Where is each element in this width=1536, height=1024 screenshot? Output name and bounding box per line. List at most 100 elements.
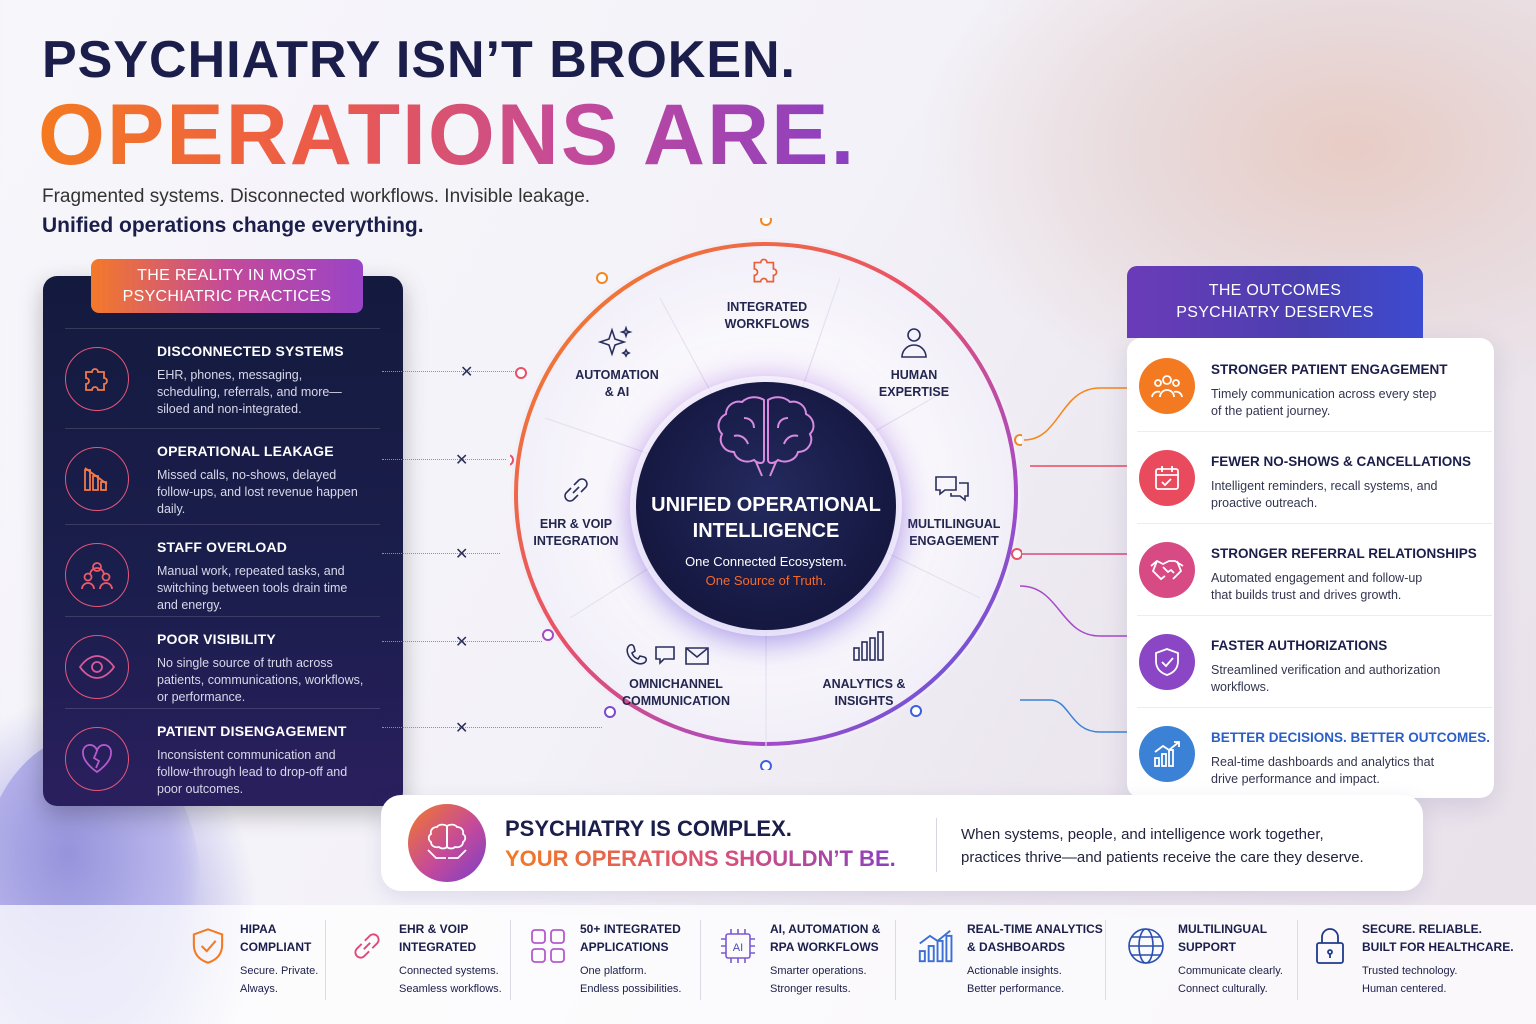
link-icon xyxy=(556,470,596,510)
segment-label-line-2: INSIGHTS xyxy=(834,694,894,708)
feature-subtitle-line-1: Actionable insights. xyxy=(967,965,1062,977)
shield-check-icon xyxy=(1139,634,1195,690)
feature-title: AI, AUTOMATION & RPA WORKFLOWS xyxy=(770,920,930,956)
reality-item: STAFF OVERLOAD Manual work, repeated tas… xyxy=(65,524,380,616)
outcome-item-desc: Intelligent reminders, recall systems, a… xyxy=(1211,479,1438,510)
feature-title-line-2: & DASHBOARDS xyxy=(967,940,1066,954)
connector-line xyxy=(382,727,602,728)
users-icon xyxy=(1139,358,1195,414)
segment-label-line-1: AUTOMATION xyxy=(575,368,659,382)
core-title: UNIFIED OPERATIONAL INTELLIGENCE xyxy=(636,492,896,544)
reality-item-title: OPERATIONAL LEAKAGE xyxy=(157,443,334,459)
outcome-item-desc: Timely communication across every step o… xyxy=(1211,387,1437,418)
wheel-segment-integrated-workflows: INTEGRATED WORKFLOWS xyxy=(702,299,832,333)
eye-icon xyxy=(65,635,129,699)
feature-divider xyxy=(895,920,896,1000)
outcome-item-title: FASTER AUTHORIZATIONS xyxy=(1211,638,1388,653)
ai-chip-icon: AI xyxy=(716,924,760,968)
feature-subtitle-line-2: Human centered. xyxy=(1362,983,1447,995)
feature-subtitle-line-2: Stronger results. xyxy=(770,983,851,995)
phone-chat-mail-icon xyxy=(624,636,714,676)
calendar-check-icon xyxy=(1139,450,1195,506)
x-mark-icon: ✕ xyxy=(455,720,469,737)
feature-title-line-2: COMPLIANT xyxy=(240,940,312,954)
handshake-icon xyxy=(1139,542,1195,598)
reality-item-title: PATIENT DISENGAGEMENT xyxy=(157,723,347,739)
feature-title-line-1: AI, AUTOMATION & xyxy=(770,922,881,936)
feature-integrated-apps: 50+ INTEGRATED APPLICATIONS One platform.… xyxy=(526,918,696,1008)
shield-check-icon xyxy=(186,924,230,968)
feature-subtitle: Secure. Private. Always. xyxy=(240,962,400,998)
core-title-line-2: INTELLIGENCE xyxy=(692,520,840,542)
trend-chart-icon xyxy=(1139,726,1195,782)
feature-subtitle: Connected systems. Seamless workflows. xyxy=(399,962,559,998)
feature-subtitle-line-1: Secure. Private. xyxy=(240,965,319,977)
outcomes-header-line-2: PSYCHIATRY DESERVES xyxy=(1176,304,1374,321)
connector-line xyxy=(382,459,506,460)
group-icon xyxy=(65,543,129,607)
segment-label-line-2: & AI xyxy=(604,385,630,399)
sparkles-icon xyxy=(596,322,636,362)
feature-secure: SECURE. RELIABLE. BUILT FOR HEALTHCARE. T… xyxy=(1308,918,1518,1008)
feature-subtitle-line-1: Communicate clearly. xyxy=(1178,965,1283,977)
core-subtitle-highlight: One Source of Truth. xyxy=(705,573,827,588)
outcome-item-title: FEWER NO-SHOWS & CANCELLATIONS xyxy=(1211,454,1471,469)
x-mark-icon: ✕ xyxy=(455,452,469,469)
segment-label-line-2: EXPERTISE xyxy=(878,385,950,399)
feature-subtitle: Trusted technology. Human centered. xyxy=(1362,962,1522,998)
reality-item-desc: Manual work, repeated tasks, and switchi… xyxy=(157,564,348,612)
broken-heart-icon xyxy=(65,727,129,791)
banner-text-line-2: practices thrive—and patients receive th… xyxy=(961,849,1364,866)
segment-label-line-1: INTEGRATED xyxy=(726,300,808,314)
feature-title-line-2: BUILT FOR HEALTHCARE. xyxy=(1362,940,1514,954)
feature-subtitle-line-1: Smarter operations. xyxy=(770,965,867,977)
puzzle-icon xyxy=(65,347,129,411)
feature-title-line-1: REAL-TIME ANALYTICS xyxy=(967,922,1103,936)
reality-header-line-2: PSYCHIATRIC PRACTICES xyxy=(122,288,332,305)
feature-subtitle: Communicate clearly. Connect culturally. xyxy=(1178,962,1338,998)
feature-divider xyxy=(1297,920,1298,1000)
core-circle xyxy=(636,382,896,630)
outcome-item-desc: Real-time dashboards and analytics that … xyxy=(1211,755,1435,786)
outcome-item-desc: Automated engagement and follow-up that … xyxy=(1211,571,1423,602)
segment-label-line-1: EHR & VOIP xyxy=(539,517,613,531)
connector-line xyxy=(382,641,542,642)
feature-divider xyxy=(510,920,511,1000)
feature-title-line-1: SECURE. RELIABLE. xyxy=(1362,922,1483,936)
headline-subtitle: Fragmented systems. Disconnected workflo… xyxy=(42,186,591,207)
feature-ehr-voip: EHR & VOIP INTEGRATED Connected systems. S… xyxy=(345,918,505,1008)
connector-line xyxy=(382,371,522,372)
banner-text-line-1: When systems, people, and intelligence w… xyxy=(961,826,1324,843)
reality-item-desc: EHR, phones, messaging, scheduling, refe… xyxy=(157,368,342,416)
reality-item-title: STAFF OVERLOAD xyxy=(157,539,288,555)
brain-hands-icon xyxy=(408,804,486,882)
segment-label-line-2: WORKFLOWS xyxy=(724,317,810,331)
banner-subtitle: YOUR OPERATIONS SHOULDN’T BE. xyxy=(505,846,896,871)
feature-title-line-2: INTEGRATED xyxy=(399,940,477,954)
outcome-item: BETTER DECISIONS. BETTER OUTCOMES. Real-… xyxy=(1137,708,1492,798)
feature-divider xyxy=(700,920,701,1000)
reality-item-desc: Missed calls, no-shows, delayed follow-u… xyxy=(157,468,358,516)
outcome-item-desc: Streamlined verification and authorizati… xyxy=(1211,663,1441,694)
outcome-item-title: BETTER DECISIONS. BETTER OUTCOMES. xyxy=(1211,730,1491,745)
reality-item: PATIENT DISENGAGEMENT Inconsistent commu… xyxy=(65,708,380,800)
globe-icon xyxy=(1124,924,1168,968)
banner-divider xyxy=(936,818,937,872)
x-mark-icon: ✕ xyxy=(455,634,469,651)
feature-title-line-1: 50+ INTEGRATED xyxy=(580,922,681,936)
feature-title: SECURE. RELIABLE. BUILT FOR HEALTHCARE. xyxy=(1362,920,1532,956)
link-icon xyxy=(345,924,389,968)
wheel-segment-omnichannel-communication: OMNICHANNEL COMMUNICATION xyxy=(611,676,741,710)
x-mark-icon: ✕ xyxy=(460,364,474,381)
reality-panel-header: THE REALITY IN MOST PSYCHIATRIC PRACTICE… xyxy=(91,259,363,313)
wheel-segment-human-expertise: HUMAN EXPERTISE xyxy=(849,367,979,401)
core-title-line-1: UNIFIED OPERATIONAL xyxy=(651,494,881,516)
feature-title-line-2: APPLICATIONS xyxy=(580,940,669,954)
segment-label-line-1: MULTILINGUAL xyxy=(907,517,1001,531)
headline-line-1: PSYCHIATRY ISN’T BROKEN. xyxy=(42,31,797,89)
feature-title: HIPAA COMPLIANT xyxy=(240,920,400,956)
feature-subtitle-line-2: Connect culturally. xyxy=(1178,983,1268,995)
outcome-item: FASTER AUTHORIZATIONS Streamlined verifi… xyxy=(1137,616,1492,708)
trend-chart-icon xyxy=(913,924,957,968)
feature-title-line-1: MULTILINGUAL xyxy=(1178,922,1268,936)
